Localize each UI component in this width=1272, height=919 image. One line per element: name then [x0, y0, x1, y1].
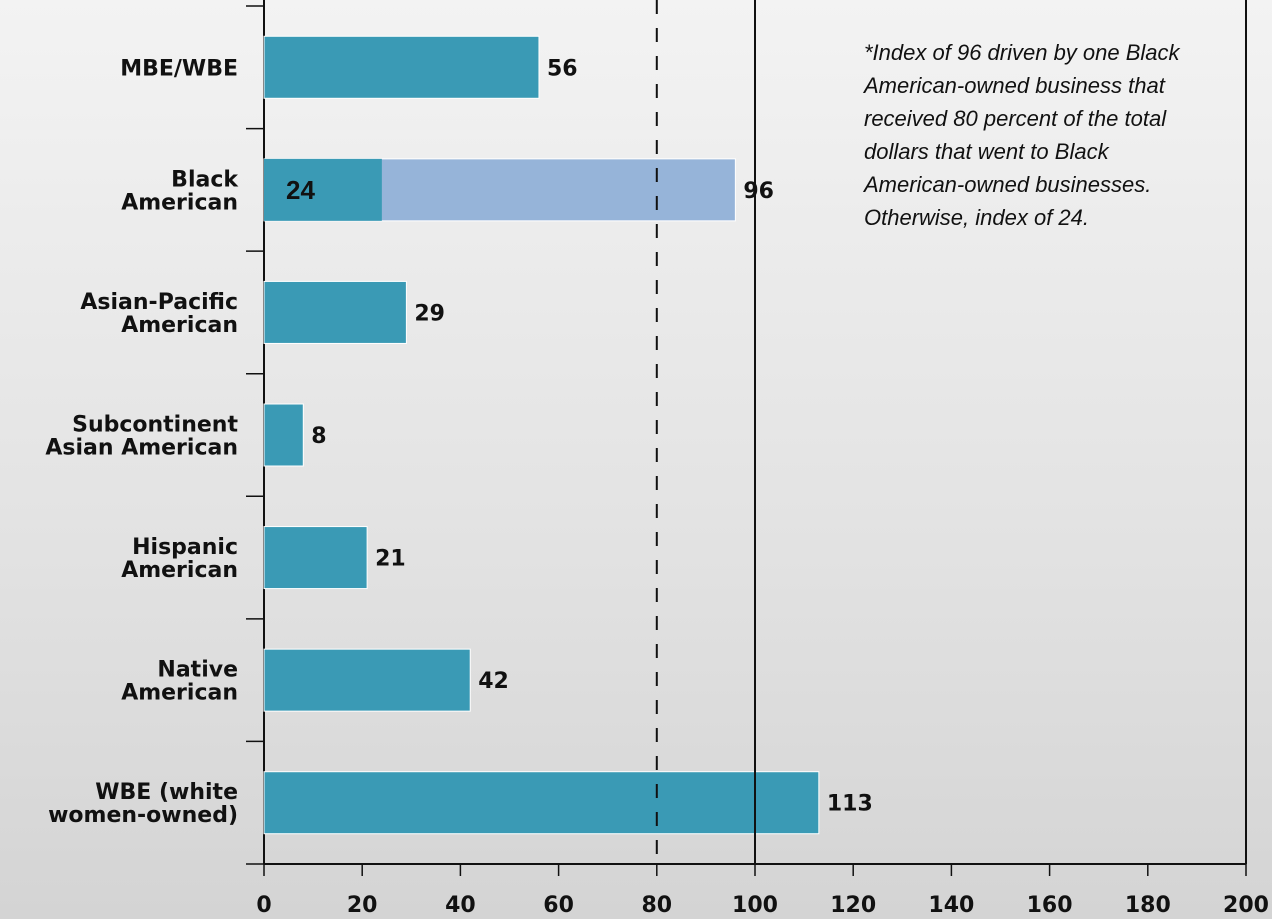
- x-tick-label: 40: [445, 893, 476, 918]
- category-label-line: Native: [157, 658, 238, 683]
- category-label-line: Hispanic: [132, 535, 238, 560]
- bar-value-label: 21: [375, 547, 406, 572]
- category-label-line: Asian American: [45, 436, 238, 461]
- category-label: Black American: [121, 167, 239, 215]
- category-label-line: Black: [171, 167, 239, 192]
- x-tick-label: 80: [641, 893, 672, 918]
- chart-footnote-line: Otherwise, index of 24.: [864, 205, 1090, 230]
- x-tick-label: 200: [1223, 893, 1269, 918]
- bar: [263, 403, 304, 467]
- category-label-line: Subcontinent: [72, 413, 238, 438]
- bar-value-label: 42: [478, 669, 509, 694]
- bar: [263, 648, 471, 712]
- chart-footnote-line: American-owned business that: [864, 73, 1165, 98]
- x-tick-label: 120: [830, 893, 876, 918]
- bar: [263, 280, 407, 344]
- bar-value-label: 56: [547, 56, 578, 81]
- chart-footnote-line: American-owned businesses.: [864, 172, 1152, 197]
- category-label: Subcontinent Asian American: [45, 413, 238, 461]
- chart-footnote-line: dollars that went to Black: [864, 139, 1109, 164]
- x-tick-label: 140: [928, 893, 974, 918]
- category-label-line: American: [121, 313, 238, 338]
- bar-inner-segment: [264, 158, 382, 221]
- bar: [263, 526, 368, 590]
- category-label: WBE (white women-owned): [48, 780, 238, 828]
- x-tick-label: 0: [256, 893, 271, 918]
- category-label-line: American: [121, 681, 238, 706]
- x-tick-label: 100: [732, 893, 778, 918]
- category-label-line: American: [121, 190, 238, 215]
- chart-footnote-line: received 80 percent of the total: [864, 106, 1167, 131]
- category-label: Hispanic American: [121, 535, 238, 583]
- category-label-line: Asian-Pacific: [80, 290, 238, 315]
- category-label-line: MBE/WBE: [120, 56, 238, 81]
- bar-value-label: 96: [743, 179, 774, 204]
- x-tick-label: 160: [1027, 893, 1073, 918]
- bar-inner-value-label: 24: [286, 175, 315, 205]
- chart-footnote-line: *Index of 96 driven by one Black: [864, 40, 1180, 65]
- chart-footnote: *Index of 96 driven by one Black American…: [864, 36, 1224, 234]
- category-label: MBE/WBE: [120, 56, 238, 81]
- category-label-line: American: [121, 558, 238, 583]
- category-label-line: women-owned): [48, 803, 238, 828]
- bar: [263, 35, 540, 99]
- x-tick-label: 180: [1125, 893, 1171, 918]
- bar: [263, 771, 820, 835]
- category-label: Native American: [121, 658, 238, 706]
- category-label: Asian-Pacific American: [80, 290, 238, 338]
- x-tick-label: 60: [543, 893, 574, 918]
- bar-value-label: 113: [827, 792, 873, 817]
- category-label-line: WBE (white: [95, 780, 238, 805]
- bar-value-label: 29: [414, 301, 445, 326]
- bar-value-label: 8: [311, 424, 326, 449]
- x-tick-label: 20: [347, 893, 378, 918]
